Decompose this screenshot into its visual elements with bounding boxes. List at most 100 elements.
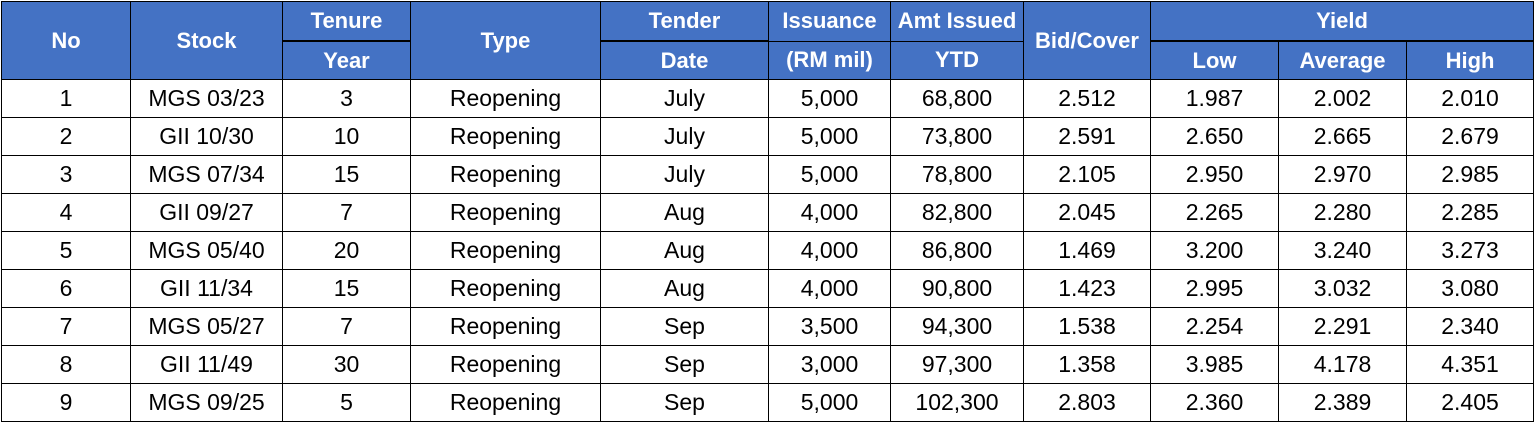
- cell-amt-ytd: 97,300: [890, 345, 1024, 384]
- table-row: 9 MGS 09/25 5 Reopening Sep 5,000 102,300 2.803…: [1, 383, 1534, 422]
- cell-issuance: 4,000: [768, 231, 891, 270]
- cell-tenure: 30: [282, 345, 411, 384]
- header-amt-issued: Amt Issued: [890, 1, 1024, 42]
- cell-issuance: 5,000: [768, 383, 891, 422]
- cell-stock: MGS 03/23: [130, 79, 283, 118]
- header-yield-average: Average: [1278, 40, 1407, 80]
- cell-no: 5: [1, 231, 131, 270]
- cell-type: Reopening: [410, 117, 601, 156]
- cell-tenure: 7: [282, 307, 411, 346]
- cell-stock: MGS 09/25: [130, 383, 283, 422]
- cell-tenure: 3: [282, 79, 411, 118]
- header-tenure: Tenure: [282, 1, 411, 42]
- cell-tender-date: July: [600, 79, 769, 118]
- cell-tender-date: Sep: [600, 345, 769, 384]
- cell-yield-average: 3.032: [1278, 269, 1407, 308]
- cell-stock: MGS 05/27: [130, 307, 283, 346]
- cell-amt-ytd: 94,300: [890, 307, 1024, 346]
- cell-tender-date: July: [600, 117, 769, 156]
- cell-amt-ytd: 86,800: [890, 231, 1024, 270]
- cell-no: 4: [1, 193, 131, 232]
- cell-bid-cover: 1.423: [1023, 269, 1151, 308]
- cell-type: Reopening: [410, 155, 601, 194]
- cell-bid-cover: 1.469: [1023, 231, 1151, 270]
- table-row: 6 GII 11/34 15 Reopening Aug 4,000 90,800 1.423…: [1, 269, 1534, 308]
- table-header: No Stock Tenure Type Tender Issuance Amt…: [1, 1, 1534, 80]
- cell-type: Reopening: [410, 269, 601, 308]
- cell-tenure: 15: [282, 155, 411, 194]
- cell-no: 1: [1, 79, 131, 118]
- table-row: 7 MGS 05/27 7 Reopening Sep 3,500 94,300 1.538 2…: [1, 307, 1534, 346]
- cell-tender-date: Aug: [600, 193, 769, 232]
- cell-yield-low: 2.950: [1150, 155, 1279, 194]
- cell-yield-high: 2.010: [1405, 79, 1534, 118]
- cell-bid-cover: 2.591: [1023, 117, 1151, 156]
- table-row: 3 MGS 07/34 15 Reopening July 5,000 78,800 2.10…: [1, 155, 1534, 194]
- cell-type: Reopening: [410, 383, 601, 422]
- cell-bid-cover: 2.512: [1023, 79, 1151, 118]
- cell-no: 9: [1, 383, 131, 422]
- table-row: 8 GII 11/49 30 Reopening Sep 3,000 97,300 1.358…: [1, 345, 1534, 384]
- cell-yield-average: 4.178: [1278, 345, 1407, 384]
- cell-yield-average: 2.665: [1278, 117, 1407, 156]
- cell-no: 7: [1, 307, 131, 346]
- cell-no: 3: [1, 155, 131, 194]
- header-row-top: No Stock Tenure Type Tender Issuance Amt…: [1, 1, 1534, 80]
- table-row: 5 MGS 05/40 20 Reopening Aug 4,000 86,800 1.469…: [1, 231, 1534, 270]
- cell-tenure: 7: [282, 193, 411, 232]
- cell-amt-ytd: 90,800: [890, 269, 1024, 308]
- cell-amt-ytd: 82,800: [890, 193, 1024, 232]
- cell-yield-high: 2.405: [1405, 383, 1534, 422]
- cell-type: Reopening: [410, 231, 601, 270]
- cell-yield-low: 2.265: [1150, 193, 1279, 232]
- cell-tender-date: Sep: [600, 307, 769, 346]
- cell-type: Reopening: [410, 307, 601, 346]
- cell-yield-high: 3.273: [1405, 231, 1534, 270]
- header-stock: Stock: [130, 1, 283, 80]
- header-bid-cover: Bid/Cover: [1023, 1, 1151, 80]
- cell-yield-average: 2.002: [1278, 79, 1407, 118]
- cell-tender-date: Sep: [600, 383, 769, 422]
- cell-yield-average: 3.240: [1278, 231, 1407, 270]
- header-no: No: [1, 1, 131, 80]
- cell-issuance: 5,000: [768, 117, 891, 156]
- cell-issuance: 4,000: [768, 269, 891, 308]
- cell-yield-low: 3.985: [1150, 345, 1279, 384]
- cell-stock: GII 09/27: [130, 193, 283, 232]
- cell-yield-average: 2.389: [1278, 383, 1407, 422]
- cell-tenure: 20: [282, 231, 411, 270]
- header-tenure-year: Year: [282, 40, 411, 80]
- table-row: 2 GII 10/30 10 Reopening July 5,000 73,800 2.59…: [1, 117, 1534, 156]
- cell-amt-ytd: 68,800: [890, 79, 1024, 118]
- cell-issuance: 3,000: [768, 345, 891, 384]
- table-body: 1 MGS 03/23 3 Reopening July 5,000 68,800 2.512…: [1, 79, 1534, 422]
- cell-tender-date: Aug: [600, 231, 769, 270]
- cell-stock: MGS 05/40: [130, 231, 283, 270]
- table-row: 1 MGS 03/23 3 Reopening July 5,000 68,800 2.512…: [1, 79, 1534, 118]
- cell-no: 6: [1, 269, 131, 308]
- header-yield-low: Low: [1150, 40, 1279, 80]
- cell-tenure: 15: [282, 269, 411, 308]
- cell-yield-low: 2.995: [1150, 269, 1279, 308]
- cell-yield-high: 3.080: [1405, 269, 1534, 308]
- cell-type: Reopening: [410, 79, 601, 118]
- cell-stock: MGS 07/34: [130, 155, 283, 194]
- header-tender: Tender: [600, 1, 769, 42]
- cell-type: Reopening: [410, 193, 601, 232]
- cell-yield-average: 2.280: [1278, 193, 1407, 232]
- cell-amt-ytd: 102,300: [890, 383, 1024, 422]
- header-yield: Yield: [1149, 1, 1534, 42]
- cell-issuance: 5,000: [768, 79, 891, 118]
- cell-yield-low: 2.254: [1150, 307, 1279, 346]
- cell-yield-high: 2.340: [1405, 307, 1534, 346]
- cell-yield-low: 2.360: [1150, 383, 1279, 422]
- cell-tender-date: Aug: [600, 269, 769, 308]
- cell-amt-ytd: 73,800: [890, 117, 1024, 156]
- cell-tender-date: July: [600, 155, 769, 194]
- cell-issuance: 3,500: [768, 307, 891, 346]
- cell-type: Reopening: [410, 345, 601, 384]
- header-yield-high: High: [1405, 40, 1534, 80]
- cell-tenure: 5: [282, 383, 411, 422]
- header-amt-ytd: YTD: [890, 40, 1024, 80]
